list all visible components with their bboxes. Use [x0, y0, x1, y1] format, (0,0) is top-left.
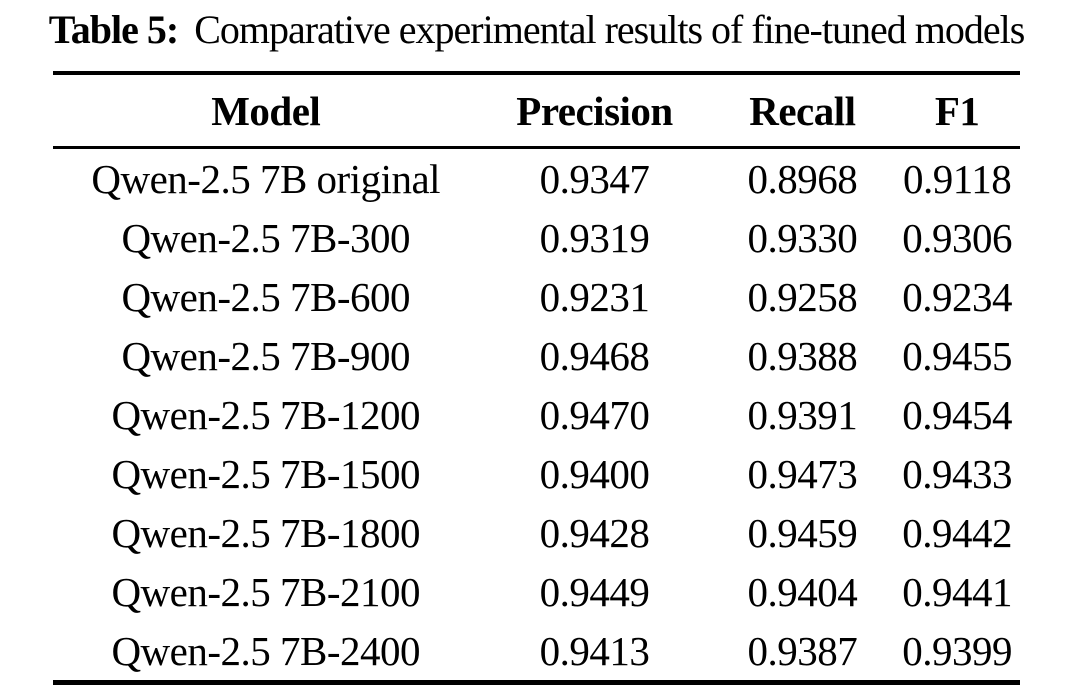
model-cell: Qwen-2.5 7B-1500 [111, 450, 421, 497]
metric-cell: 0.9468 [539, 332, 650, 379]
model-cell: Qwen-2.5 7B-300 [121, 214, 411, 261]
header-row: Model Precision Recall F1 [53, 73, 1020, 149]
metric-cell: 0.9400 [539, 450, 650, 497]
metric-cell: 0.9413 [539, 627, 650, 674]
table-row: Qwen-2.5 7B-1500 0.9400 0.9473 0.9433 [53, 444, 1020, 503]
metric-cell: 0.9428 [539, 509, 650, 556]
column-header-f1: F1 [894, 73, 1020, 149]
metric-cell: 0.9442 [902, 509, 1012, 556]
metric-cell: 0.9470 [539, 391, 650, 438]
table-caption-text: Comparative experimental results of fine… [194, 7, 1025, 52]
table-row: Qwen-2.5 7B-2400 0.9413 0.9387 0.9399 [53, 621, 1020, 683]
metric-cell: 0.9404 [747, 568, 858, 615]
metric-cell: 0.9387 [747, 627, 858, 674]
metric-cell: 0.9306 [902, 214, 1012, 261]
column-header-precision: Precision [478, 73, 711, 149]
column-header-recall: Recall [710, 73, 895, 149]
metric-cell: 0.9473 [747, 450, 858, 497]
model-cell: Qwen-2.5 7B-1800 [111, 509, 421, 556]
table-row: Qwen-2.5 7B-1200 0.9470 0.9391 0.9454 [53, 385, 1020, 444]
metric-cell: 0.8968 [747, 155, 858, 202]
table-row: Qwen-2.5 7B original 0.9347 0.8968 0.911… [53, 148, 1020, 209]
table-row: Qwen-2.5 7B-600 0.9231 0.9258 0.9234 [53, 267, 1020, 326]
metric-cell: 0.9391 [747, 391, 858, 438]
table-row: Qwen-2.5 7B-2100 0.9449 0.9404 0.9441 [53, 562, 1020, 621]
metric-cell: 0.9231 [539, 273, 650, 320]
metric-cell: 0.9449 [539, 568, 650, 615]
column-header-model: Model [53, 73, 479, 149]
table-caption-label: Table 5: [48, 7, 179, 52]
model-cell: Qwen-2.5 7B-2100 [111, 568, 421, 615]
metric-cell: 0.9388 [747, 332, 858, 379]
metric-cell: 0.9347 [539, 155, 650, 202]
metric-cell: 0.9459 [747, 509, 858, 556]
table-row: Qwen-2.5 7B-900 0.9468 0.9388 0.9455 [53, 326, 1020, 385]
table-row: Qwen-2.5 7B-1800 0.9428 0.9459 0.9442 [53, 503, 1020, 562]
model-cell: Qwen-2.5 7B-2400 [111, 627, 421, 674]
results-table: Model Precision Recall F1 Qwen-2.5 7B or… [53, 71, 1020, 685]
metric-cell: 0.9455 [902, 332, 1012, 379]
table-row: Qwen-2.5 7B-300 0.9319 0.9330 0.9306 [53, 208, 1020, 267]
model-cell: Qwen-2.5 7B-600 [121, 273, 411, 320]
metric-cell: 0.9319 [539, 214, 650, 261]
metric-cell: 0.9258 [747, 273, 858, 320]
metric-cell: 0.9433 [902, 450, 1012, 497]
metric-cell: 0.9118 [903, 155, 1012, 202]
table-caption: Table 5: Comparative experimental results… [0, 0, 1073, 55]
metric-cell: 0.9330 [747, 214, 858, 261]
model-cell: Qwen-2.5 7B-900 [121, 332, 411, 379]
metric-cell: 0.9399 [902, 627, 1012, 674]
metric-cell: 0.9441 [902, 568, 1012, 615]
metric-cell: 0.9234 [902, 273, 1012, 320]
model-cell: Qwen-2.5 7B-1200 [111, 391, 421, 438]
model-cell: Qwen-2.5 7B original [91, 155, 441, 202]
metric-cell: 0.9454 [902, 391, 1012, 438]
